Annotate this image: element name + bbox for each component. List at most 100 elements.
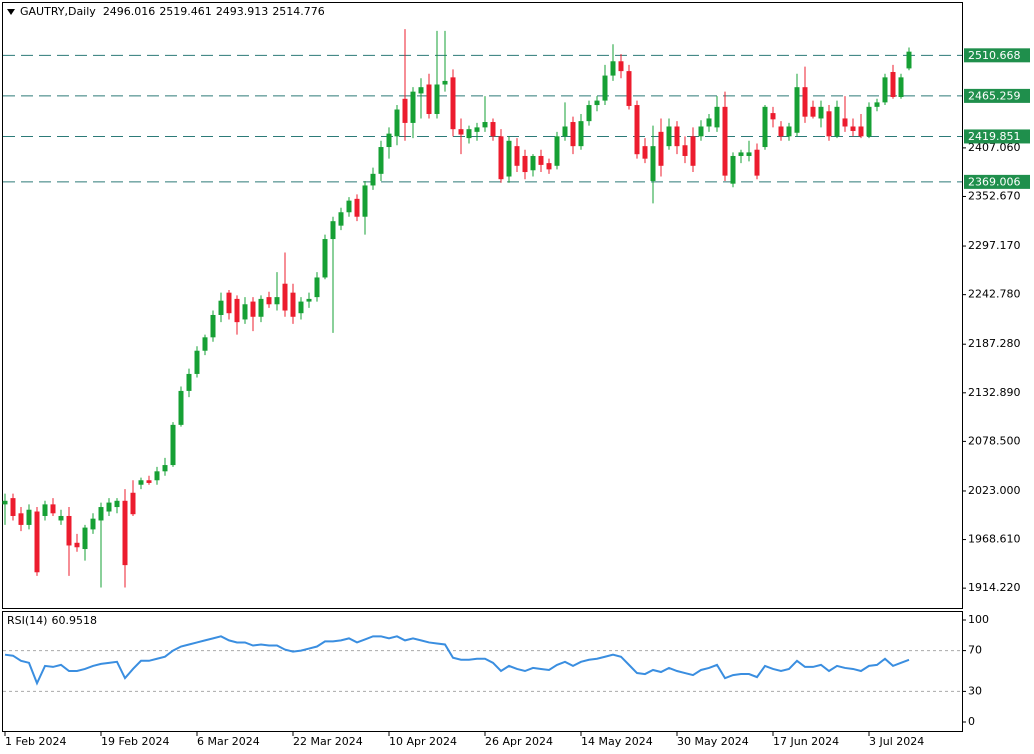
candle-body [858,126,864,137]
candle-body [770,113,776,120]
candle-body [402,98,408,123]
header-high: 2519.461 [159,5,212,18]
candle-body [290,292,296,317]
candle-body [66,515,72,546]
candle-body [826,111,832,137]
x-tick-label: 22 Mar 2024 [293,735,363,748]
candle-body [610,61,616,76]
candle-body [458,129,464,135]
candle-body [82,527,88,550]
y-tick-label: 2242.780 [968,288,1021,301]
candle-body [562,126,568,137]
y-tick-label: 2297.170 [968,239,1021,252]
candle-body [298,301,304,314]
candle-body [666,126,672,147]
indicator-value: 60.9518 [51,614,97,627]
candle-body [658,131,664,166]
x-tick-label: 3 Jul 2024 [869,735,924,748]
candle-body [266,297,272,305]
candle-body [594,100,600,106]
symbol-title: GAUTRY,Daily [20,5,96,18]
candle-body [482,122,488,128]
candle-body [602,75,608,101]
candle-body [306,298,312,302]
candle-body [890,72,896,98]
level-label: 2465.259 [968,89,1021,102]
candle-body [706,118,712,127]
candle-body [802,87,808,117]
level-label-box [964,129,1030,144]
candle-body [786,126,792,137]
candle-body [26,509,32,525]
candle-body [722,106,728,176]
candle-body [874,102,880,107]
x-tick-label: 14 May 2024 [581,735,653,748]
candle-body [546,163,552,170]
candle-body [50,504,56,514]
header-close: 2514.776 [272,5,325,18]
candle-body [586,105,592,122]
candle-body [490,122,496,137]
level-label-box [964,174,1030,189]
candle-body [330,221,336,240]
x-tick-label: 1 Feb 2024 [5,735,66,748]
candle-body [10,498,16,516]
indicator-tick-label: 0 [968,715,975,728]
candle-body [386,133,392,148]
candle-body [746,152,752,156]
candle-body [154,471,160,481]
candle-body [818,106,824,119]
candle-body [186,373,192,391]
x-tick-label: 6 Mar 2024 [197,735,260,748]
menu-arrow[interactable] [7,9,15,15]
candle-body [122,500,128,566]
candle-body [466,129,472,139]
candle-body [730,155,736,184]
y-tick-label: 2078.500 [968,434,1021,447]
x-tick-label: 26 Apr 2024 [485,735,553,748]
candle-body [690,136,696,166]
level-label: 2419.851 [968,130,1021,143]
candle-body [626,71,632,106]
candle-body [362,185,368,217]
candle-body [498,136,504,180]
candle-body [170,424,176,466]
y-tick-label: 2132.890 [968,386,1021,399]
candle-body [274,297,280,305]
indicator-title: RSI(14) [7,614,47,627]
candle-body [242,304,248,320]
candle-body [898,77,904,98]
candle-body [794,87,800,133]
candle-body [538,155,544,165]
candle-body [578,121,584,147]
candle-body [530,155,536,171]
candle-body [506,140,512,177]
level-label: 2369.006 [968,175,1021,188]
main-panel [2,2,963,609]
candle-body [554,136,560,166]
candle-body [178,390,184,425]
indicator-header: RSI(14) 60.9518 [7,614,97,627]
candle-body [258,298,264,317]
y-tick-label: 2352.670 [968,189,1021,202]
level-label-box [964,88,1030,103]
candle-body [442,80,448,85]
indicator-tick-label: 70 [968,644,982,657]
candle-body [698,126,704,137]
x-tick-label: 19 Feb 2024 [101,735,169,748]
candle-body [282,283,288,311]
indicator-panel [2,611,963,732]
candle-body [882,77,888,103]
header-open: 2496.016 [103,5,156,18]
candle-body [18,513,24,525]
indicator-tick-label: 30 [968,684,982,697]
x-tick-label: 10 Apr 2024 [389,735,457,748]
x-tick-label: 30 May 2024 [677,735,749,748]
candle-body [738,152,744,156]
candle-body [98,507,104,521]
candle-body [842,118,848,127]
level-label: 2510.668 [968,49,1021,62]
candle-body [202,337,208,351]
candle-body [74,542,80,548]
